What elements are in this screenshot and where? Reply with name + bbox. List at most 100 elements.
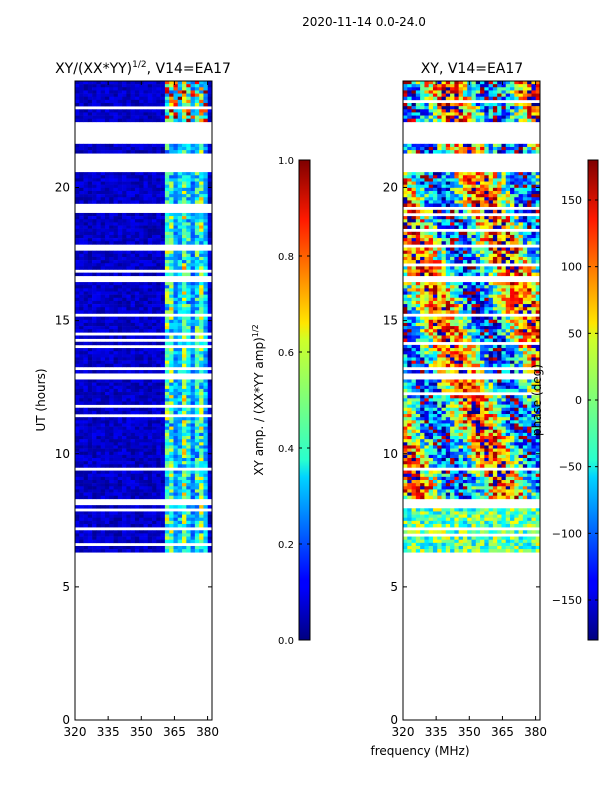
heatmap-cell: [190, 238, 196, 242]
heatmap-cell: [104, 489, 110, 493]
heatmap-cell: [160, 410, 166, 415]
heatmap-cell: [467, 115, 472, 119]
heatmap-cell: [113, 420, 119, 424]
heatmap-cell: [104, 310, 110, 314]
heatmap-cell: [497, 146, 502, 151]
heatmap-cell: [126, 458, 131, 462]
heatmap-cell: [169, 150, 174, 154]
heatmap-cell: [203, 212, 209, 217]
heatmap-cell: [164, 417, 170, 421]
heatmap-cell: [122, 84, 127, 88]
heatmap-cell: [75, 473, 80, 478]
heatmap-cell: [156, 250, 161, 255]
heatmap-cell: [122, 354, 127, 358]
heatmap-cell: [497, 216, 502, 220]
heatmap-cell: [203, 316, 209, 321]
heatmap-cell: [173, 495, 179, 500]
heatmap-cell: [207, 307, 212, 311]
heatmap-cell: [531, 238, 537, 242]
heatmap-cell: [164, 219, 170, 223]
heatmap-cell: [117, 200, 123, 204]
heatmap-cell: [182, 99, 187, 104]
heatmap-cell: [518, 219, 524, 223]
heatmap-cell: [83, 172, 89, 176]
heatmap-cell: [134, 492, 140, 497]
heatmap-cell: [186, 514, 191, 518]
heatmap-cell: [501, 172, 507, 176]
heatmap-cell: [75, 505, 80, 509]
heatmap-cell: [139, 464, 144, 468]
heatmap-cell: [152, 225, 157, 229]
heatmap-cell: [207, 489, 212, 493]
heatmap-cell: [462, 187, 468, 192]
heatmap-cell: [96, 388, 101, 393]
amplitude-colorbar-ticks: 0.00.20.40.60.81.0: [278, 156, 310, 647]
heatmap-cell: [126, 329, 131, 333]
heatmap-cell: [152, 96, 157, 101]
heatmap-cell: [143, 445, 149, 449]
heatmap-cell: [122, 96, 127, 101]
heatmap-cell: [100, 448, 106, 453]
heatmap-cell: [139, 146, 144, 151]
heatmap-cell: [497, 190, 502, 195]
heatmap-cell: [75, 480, 80, 484]
heatmap-cell: [143, 150, 149, 154]
heatmap-cell: [75, 448, 80, 453]
heatmap-cell: [100, 445, 106, 449]
heatmap-cell: [194, 322, 200, 327]
heatmap-cell: [156, 539, 161, 544]
heatmap-cell: [169, 458, 174, 462]
heatmap-cell: [194, 395, 200, 399]
heatmap-cell: [207, 329, 212, 333]
heatmap-cell: [160, 432, 166, 437]
heatmap-cell: [492, 93, 498, 98]
heatmap-cell: [194, 150, 200, 154]
heatmap-cell: [109, 250, 114, 255]
heatmap-cell: [403, 106, 408, 110]
heatmap-cell: [432, 256, 438, 261]
heatmap-cell: [104, 297, 110, 302]
heatmap-cell: [428, 234, 434, 239]
heatmap-cell: [484, 260, 489, 264]
heatmap-cell: [122, 451, 127, 456]
heatmap-cell: [139, 505, 144, 509]
heatmap-cell: [407, 118, 412, 123]
heatmap-cell: [92, 256, 97, 261]
heatmap-cell: [173, 489, 179, 493]
heatmap-cell: [207, 150, 212, 154]
heatmap-cell: [186, 429, 191, 434]
heatmap-cell: [83, 319, 89, 324]
heatmap-cell: [83, 178, 89, 182]
heatmap-cell: [139, 225, 144, 229]
heatmap-cell: [156, 146, 161, 151]
heatmap-cell: [492, 81, 498, 85]
heatmap-cell: [152, 385, 157, 390]
heatmap-cell: [126, 514, 131, 518]
heatmap-cell: [126, 473, 131, 478]
heatmap-cell: [96, 439, 101, 443]
heatmap-cell: [480, 222, 485, 226]
heatmap-cell: [207, 297, 212, 302]
heatmap-cell: [420, 150, 425, 154]
heatmap-cell: [190, 401, 196, 405]
heatmap-cell: [113, 520, 119, 525]
heatmap-cell: [173, 84, 179, 88]
heatmap-cell: [415, 190, 421, 195]
heatmap-cell: [432, 118, 438, 123]
heatmap-cell: [173, 263, 179, 267]
heatmap-cell: [117, 310, 123, 314]
heatmap-cell: [173, 351, 179, 355]
heatmap-cell: [177, 115, 183, 119]
heatmap-cell: [79, 432, 84, 437]
heatmap-cell: [510, 81, 515, 85]
heatmap-cell: [190, 112, 196, 116]
heatmap-cell: [130, 442, 136, 446]
heatmap-cell: [169, 102, 174, 107]
heatmap-cell: [531, 225, 537, 229]
heatmap-cell: [177, 143, 183, 148]
heatmap-cell: [441, 175, 447, 179]
heatmap-cell: [190, 96, 196, 101]
heatmap-cell: [190, 398, 196, 402]
heatmap-cell: [83, 231, 89, 236]
